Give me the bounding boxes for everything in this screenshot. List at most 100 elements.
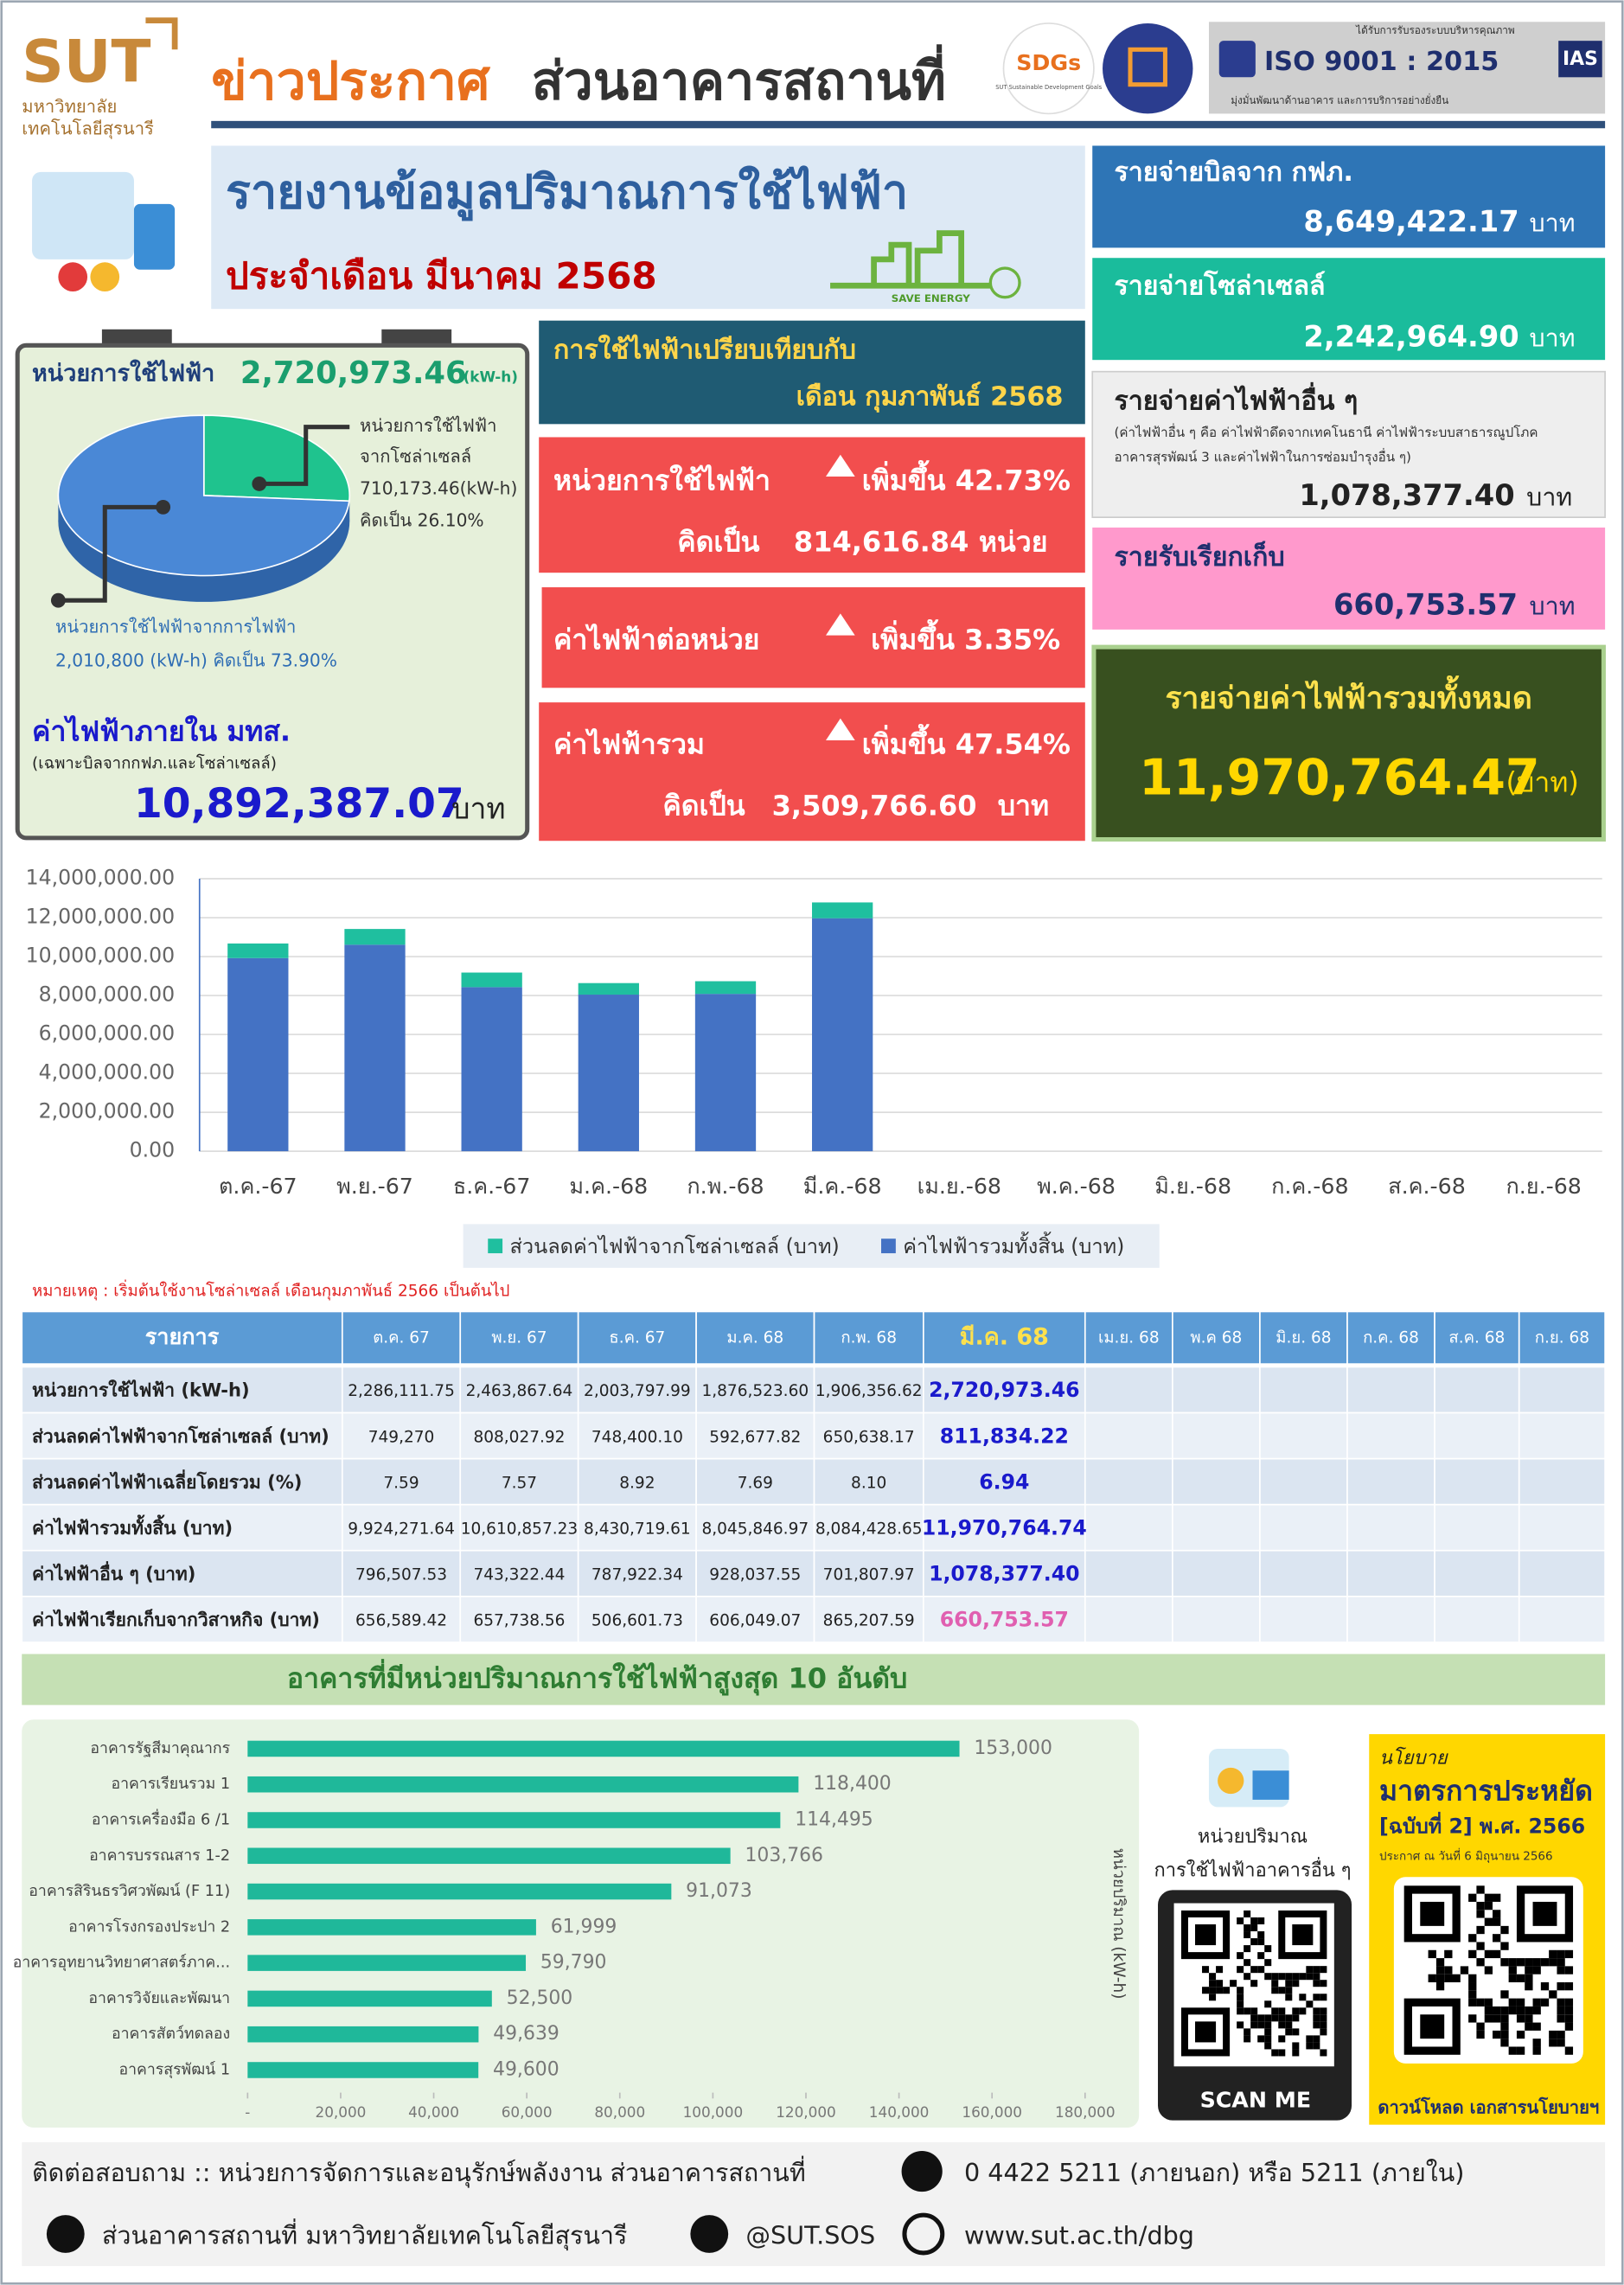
qr-module [1476,1942,1485,1950]
phone-icon [901,2150,943,2192]
table-cell [1084,1411,1173,1460]
qr-module [1557,1958,1565,1967]
qr-module [1557,2006,1565,2015]
qr-module [1306,2000,1314,2008]
save-energy-icon [830,230,991,289]
table-header-cell [923,1310,1086,1365]
qr-module [1292,1973,1300,1981]
y-tick-label: อาคารบรรณสาร 1-2 [89,1847,230,1865]
qr-module [1532,1998,1541,2007]
footer-web[interactable]: www.sut.ac.th/dbg [964,2220,1194,2250]
qr-module [1292,2042,1300,2050]
pie-leader [252,476,267,491]
qr-module [1244,1931,1251,1939]
bar-segment [812,918,873,1152]
qr-module [1468,2014,1477,2023]
compare-amount: 814,616.84 [794,525,969,558]
table-cell [459,1503,579,1552]
qr-module [1564,1998,1574,2007]
table-cell [21,1366,343,1414]
compare-change: เพิ่มขึ้น 42.73% [862,460,1071,497]
qr-module [1435,1974,1445,1983]
qr-module [1237,2000,1244,2008]
qr-module [1320,2049,1327,2057]
qr-module [1516,2006,1525,2015]
value-label: 61,999 [551,1916,617,1937]
bar [247,2062,479,2078]
report-banner [211,145,1085,310]
qr-module [1500,2030,1509,2039]
y-tick-label: 6,000,000.00 [39,1021,175,1046]
report-icon [58,262,88,291]
row-label: ส่วนลดค่าไฟฟ้าเฉลี่ยโดยรวม (%) [32,1469,302,1493]
web-icon[interactable] [902,2212,945,2256]
value-label: 114,495 [795,1808,873,1830]
qr-module [1476,1901,1485,1911]
value-label: 91,073 [686,1880,752,1902]
cost-box [1092,527,1606,630]
qr-module [1500,2014,1509,2023]
qr-module [1271,2049,1279,2057]
table-cell [813,1596,924,1643]
qr-module [1313,1973,1320,1981]
pie-slice [57,414,350,577]
qr-module [1216,1966,1224,1974]
iso-text: ISO 9001 : 2015 [1264,47,1499,77]
qr-module [1202,1966,1210,1974]
qr-module [1525,2014,1533,2023]
table-cell [459,1549,579,1597]
qr-module [1493,1949,1501,1959]
line-icon[interactable] [690,2215,729,2253]
qr-finder [1195,1924,1217,1946]
qr-module [1320,1980,1327,1987]
facebook-icon[interactable] [46,2215,85,2253]
bar-segment [461,987,522,1152]
qr-module [1564,2046,1574,2055]
usage-pie [57,414,351,602]
table-cell [1434,1366,1520,1414]
qr-module [1250,1966,1258,1974]
table-header-cell [577,1310,697,1365]
qr-module [1306,2035,1314,2043]
table-cell [923,1549,1086,1597]
up-arrow [826,454,855,477]
qr-module [1320,2021,1327,2029]
table-cell [1172,1549,1261,1597]
y-tick-label: อาคารอุทยานวิทยาศาสตร์ภาค... [13,1954,230,1972]
qr-module [1540,1998,1550,2007]
header-title: ส่วนอาคารสถานที่ [532,43,946,112]
table-header-cell [1172,1310,1261,1365]
qr-module [1435,1966,1445,1975]
table-cell [1259,1503,1348,1552]
compare-unit: บาท [998,789,1049,822]
table-header-cell [21,1310,343,1365]
compare-box [539,702,1085,842]
qr-module [1500,1958,1509,1967]
qr-module [1244,1973,1251,1981]
ias-box [1558,41,1602,78]
qr-module [1435,1982,1445,1991]
qr-finder [1195,2021,1217,2043]
qr-module [1250,2014,1258,2022]
qr-module [1257,1917,1265,1925]
qr-finder [1292,1924,1314,1946]
grid-annotation: หน่วยการใช้ไฟฟ้าจากการไฟฟ้า [55,617,296,637]
x-tick-label: 20,000 [316,2103,367,2121]
table-cell [1518,1596,1606,1643]
up-arrow [826,718,855,740]
qr-module [1532,1966,1541,1975]
x-tick-label: 40,000 [408,2103,459,2121]
qr-module [1285,1980,1293,1987]
row-label: ส่วนลดค่าไฟฟ้าจากโซล่าเซลล์ (บาท) [32,1425,329,1447]
table-value: 657,738.56 [473,1612,565,1630]
qr-module [1320,1966,1327,1974]
pie-leader [50,592,66,608]
table-cell [459,1596,579,1643]
table-cell [1259,1549,1348,1597]
bar [247,1919,536,1936]
qr-module [1320,2014,1327,2022]
qr-module [1564,2022,1574,2031]
qr-module [1299,1994,1307,2001]
top10-heading-box [22,1654,1606,1706]
qr-module [1285,2014,1293,2022]
